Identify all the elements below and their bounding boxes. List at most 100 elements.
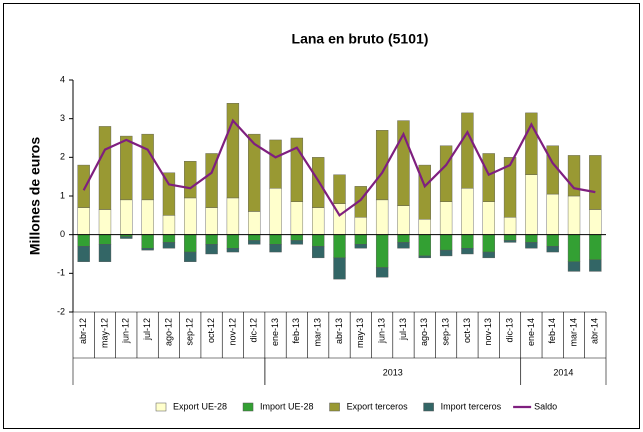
bar-segment — [98, 244, 112, 262]
bar-segment — [98, 126, 112, 210]
bar-segment — [567, 234, 581, 262]
bar-segment — [418, 255, 431, 259]
bar-segment — [482, 153, 495, 202]
bar-segment — [333, 174, 346, 204]
bar-segment — [354, 186, 367, 218]
bar-segment — [525, 242, 538, 249]
bar-segment — [546, 234, 559, 247]
bar-segment — [503, 217, 517, 235]
bar-segment — [375, 199, 389, 235]
x-tick-label: ago-12 — [163, 318, 173, 346]
x-tick-label: oct-12 — [206, 318, 216, 343]
bar-segment — [290, 137, 304, 202]
x-tick-label: may-13 — [355, 318, 365, 348]
bar-segment — [546, 246, 559, 253]
legend-swatch — [242, 402, 254, 412]
bar-segment — [141, 247, 154, 251]
bar-segment — [439, 145, 453, 203]
bar-segment — [418, 234, 431, 257]
x-tick-label: nov-12 — [227, 318, 237, 346]
x-tick-label: feb-14 — [547, 318, 557, 344]
x-tick-label: jun-13 — [377, 318, 387, 344]
bar-segment — [184, 234, 197, 253]
bar-segment — [375, 267, 389, 278]
bar-segment — [226, 234, 240, 249]
bar-segment — [567, 261, 581, 272]
x-tick-label: abr-12 — [78, 318, 88, 344]
bar-segment — [439, 234, 453, 251]
x-tick-label: jul-12 — [142, 318, 152, 341]
bar-segment — [141, 199, 154, 235]
bar-segment — [589, 155, 602, 210]
bar-segment — [333, 257, 346, 280]
bar-segment — [226, 102, 240, 199]
bar-segment — [503, 234, 517, 241]
bar-segment — [546, 145, 559, 195]
legend-label: Import UE-28 — [260, 401, 314, 411]
bar-segment — [205, 153, 218, 208]
bar-segment — [120, 199, 133, 235]
bar-segment — [439, 201, 453, 235]
bar-segment — [205, 207, 218, 235]
bar-segment — [184, 160, 197, 199]
bar-segment — [162, 242, 176, 249]
x-tick-label: abr-13 — [334, 318, 344, 344]
bar-segment — [205, 234, 218, 245]
bar-segment — [589, 209, 602, 235]
legend-label: Import terceros — [441, 401, 502, 411]
bar-segment — [461, 234, 474, 249]
x-tick-label: dic-12 — [249, 318, 259, 343]
bar-segment — [397, 120, 410, 206]
bar-segment — [461, 188, 474, 235]
bar-segment — [162, 215, 176, 235]
bar-segment — [141, 133, 154, 201]
line-series — [82, 118, 596, 217]
legend-label: Saldo — [534, 401, 557, 411]
x-tick-label: ene-13 — [270, 318, 280, 346]
bar-segment — [589, 234, 602, 261]
x-tick-label: oct-13 — [462, 318, 472, 343]
bar-segment — [482, 251, 495, 259]
y-tick-label: 3 — [60, 113, 65, 123]
bar-segment — [482, 234, 495, 253]
bar-segment — [439, 249, 453, 257]
bar-segment — [184, 197, 197, 235]
bar-segment — [98, 234, 112, 245]
y-tick-label: -1 — [57, 268, 65, 278]
bar-segment — [226, 197, 240, 235]
bar-segment — [354, 234, 367, 245]
bar-segment — [312, 234, 325, 247]
bar-segment — [589, 259, 602, 272]
x-tick-label: mar-13 — [313, 318, 323, 347]
bar-segment — [418, 164, 431, 220]
bar-segment — [312, 246, 325, 259]
y-tick-label: 4 — [60, 74, 65, 84]
bar-segment — [184, 251, 197, 262]
bar-segment — [525, 112, 538, 175]
x-tick-label: mar-14 — [568, 318, 578, 347]
bar-segment — [269, 188, 282, 235]
bar-segment — [248, 133, 261, 212]
legend-label: Export terceros — [347, 401, 409, 411]
bar-segment — [269, 244, 282, 253]
bar-segment — [461, 247, 474, 255]
bar-segment — [162, 234, 176, 243]
legend-swatch — [423, 402, 434, 412]
bar-segment — [162, 172, 176, 216]
y-axis-title: Millones de euros — [27, 137, 43, 255]
y-tick-label: 1 — [60, 190, 65, 200]
x-tick-label: dic-13 — [504, 318, 514, 343]
bar-segment — [397, 234, 410, 243]
x-tick-label: jun-12 — [121, 318, 131, 344]
bar-segment — [354, 244, 367, 249]
bar-segment — [525, 234, 538, 243]
bar-segment — [375, 130, 389, 201]
x-tick-label: sep-13 — [440, 318, 450, 346]
x-tick-label: feb-13 — [291, 318, 301, 344]
y-tick-label: 0 — [60, 229, 65, 239]
x-tick-label: abr-14 — [590, 318, 600, 344]
bar-segment — [290, 234, 304, 241]
bar-segment — [77, 207, 90, 235]
bar-segment — [354, 217, 367, 235]
